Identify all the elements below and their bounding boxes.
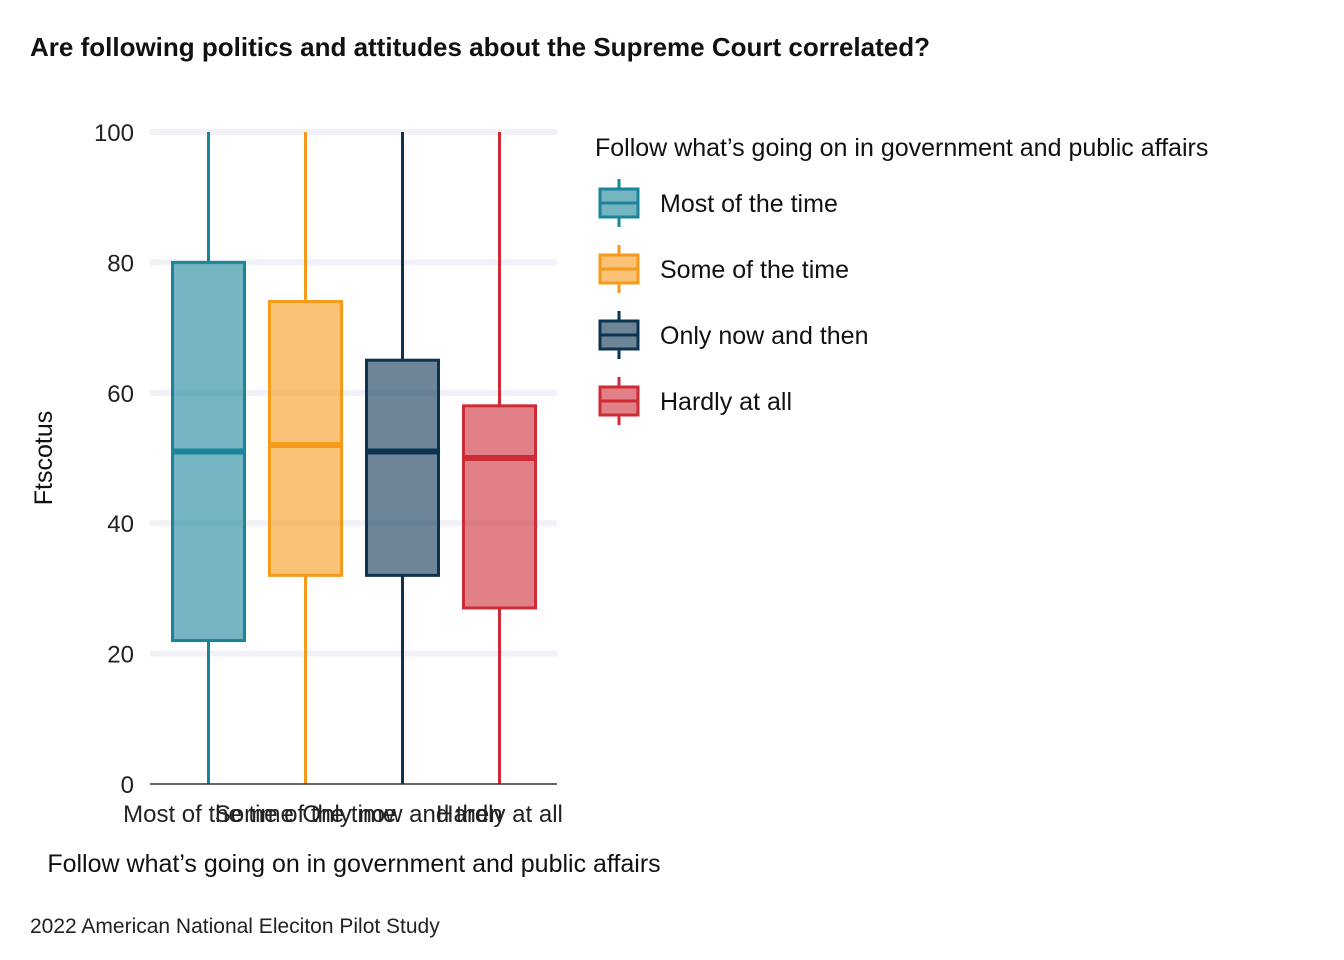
box-plot-series bbox=[171, 132, 537, 784]
box-4 bbox=[462, 132, 537, 784]
legend-label: Hardly at all bbox=[660, 388, 792, 416]
box-iqr bbox=[365, 358, 440, 577]
box-1 bbox=[171, 132, 246, 784]
x-tick-label: Only now and then bbox=[302, 801, 502, 828]
y-tick-label: 0 bbox=[121, 772, 134, 799]
legend-label: Most of the time bbox=[660, 190, 838, 218]
caption: 2022 American National Eleciton Pilot St… bbox=[30, 915, 440, 938]
box-2 bbox=[268, 132, 343, 784]
y-axis-ticks: 0 20 40 60 80 100 bbox=[94, 120, 134, 799]
x-tick-label: Hardly at all bbox=[436, 801, 563, 828]
legend-item: Some of the time bbox=[598, 245, 849, 293]
y-tick-label: 100 bbox=[94, 120, 134, 147]
legend-item: Only now and then bbox=[598, 311, 868, 359]
legend-label: Some of the time bbox=[660, 256, 849, 284]
legend-label: Only now and then bbox=[660, 322, 868, 350]
y-tick-label: 40 bbox=[107, 511, 134, 538]
legend: Follow what’s going on in government and… bbox=[595, 134, 1208, 425]
legend-item: Hardly at all bbox=[598, 377, 792, 425]
box-3 bbox=[365, 132, 440, 784]
box-iqr bbox=[268, 300, 343, 577]
y-axis-title: Ftscotus bbox=[30, 411, 58, 505]
y-tick-label: 20 bbox=[107, 642, 134, 669]
x-axis-title: Follow what’s going on in government and… bbox=[47, 850, 660, 878]
legend-item: Most of the time bbox=[598, 179, 838, 227]
x-tick-label: Some of the time bbox=[215, 801, 396, 828]
x-tick-label: Most of the time bbox=[123, 801, 294, 828]
legend-items: Most of the time Some of the time Only now… bbox=[598, 179, 868, 425]
legend-title: Follow what’s going on in government and… bbox=[595, 134, 1208, 162]
box-iqr bbox=[462, 404, 537, 610]
chart-title: Are following politics and attitudes abo… bbox=[30, 32, 930, 62]
y-tick-label: 60 bbox=[107, 381, 134, 408]
y-tick-label: 80 bbox=[107, 250, 134, 277]
